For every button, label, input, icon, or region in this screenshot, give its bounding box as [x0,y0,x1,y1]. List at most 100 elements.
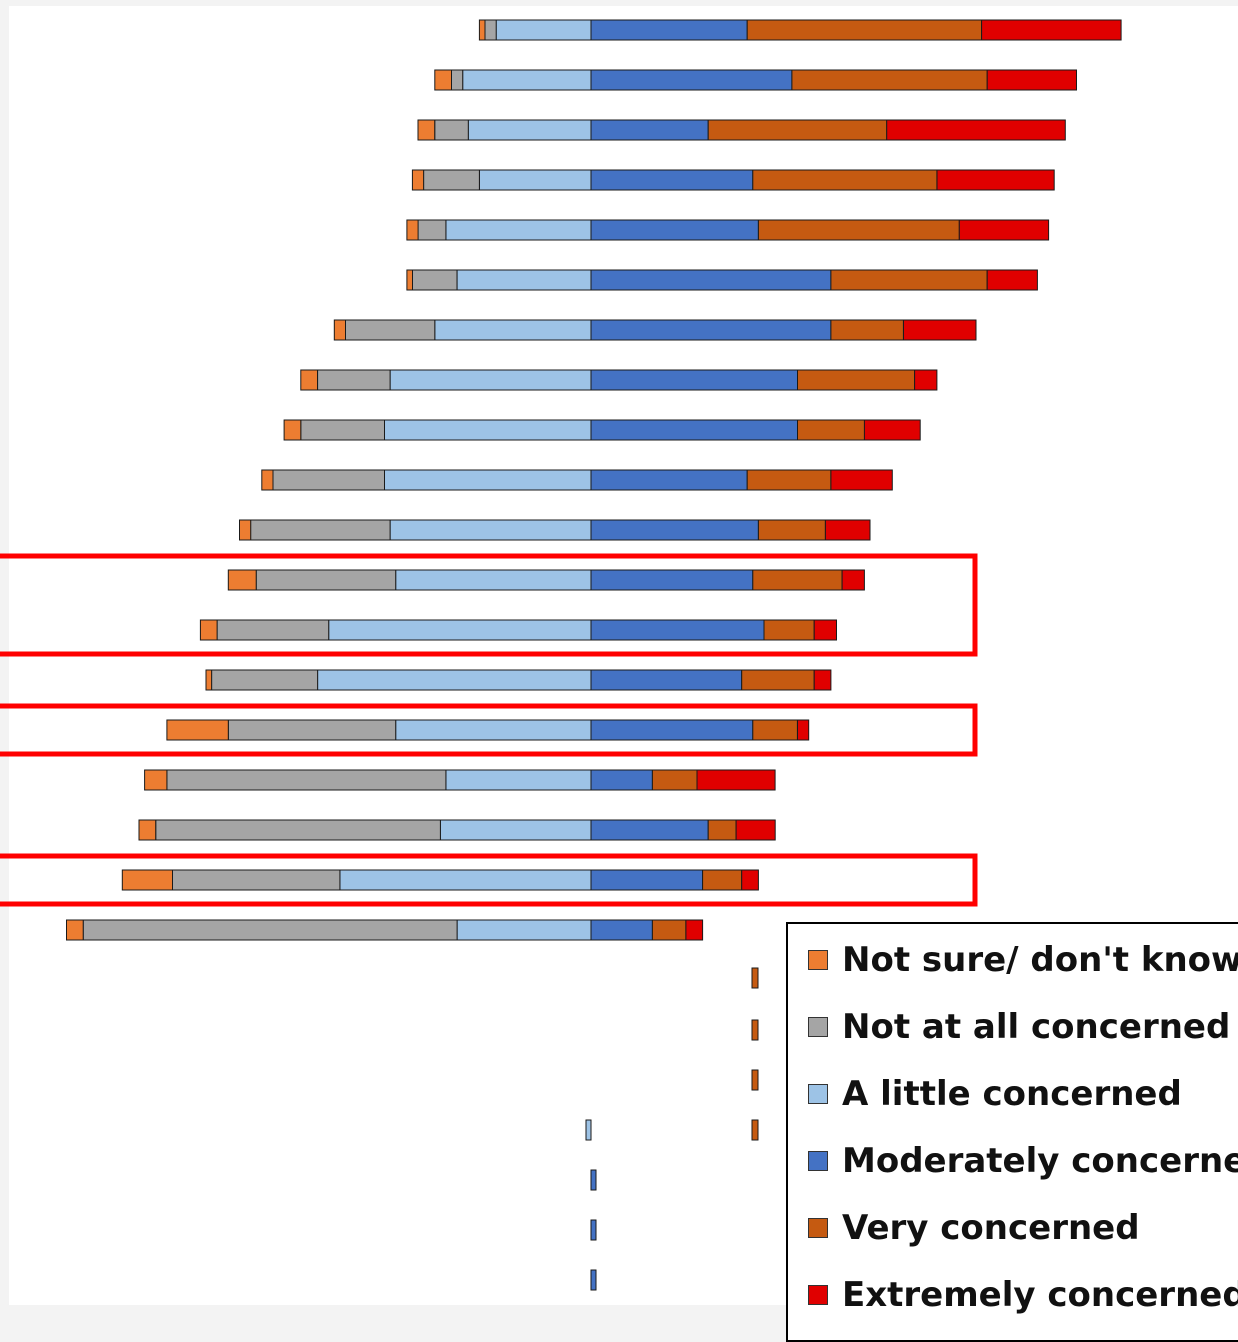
bar-row4-series2 [445,219,592,241]
bar-row15-series0 [144,769,168,791]
bar-row17-series0 [121,869,174,891]
bar-row6-series2 [434,319,592,341]
bar-row12-series3 [590,619,765,641]
bar-row17-series4 [702,869,743,891]
bar-row13-series0 [205,669,213,691]
bar-row15-series5 [696,769,776,791]
bar-row10-series0 [239,519,252,541]
bar-row9-series3 [590,469,748,491]
legend-item-extremely: Extremely concerned [808,1275,1238,1315]
bar-row17-series2 [339,869,592,891]
stray-mark-2 [751,1069,759,1091]
legend-item-moderately: Moderately concerned [808,1141,1238,1181]
bar-row0-series0 [478,19,486,41]
bar-row4-series0 [406,219,419,241]
bar-row3-series4 [752,169,938,191]
bar-row8-series1 [300,419,385,441]
stray-mark-1 [751,1019,759,1041]
bar-row8-series2 [384,419,592,441]
bar-row6-series3 [590,319,832,341]
bar-row0-series5 [981,19,1122,41]
bar-row6-series5 [903,319,977,341]
legend-swatch-moderately [808,1151,828,1171]
bar-row16-series5 [735,819,776,841]
bar-row14-series4 [752,719,798,741]
bar-row2-series4 [707,119,888,141]
bar-row7-series2 [389,369,592,391]
bar-row5-series4 [830,269,988,291]
legend-label-not-at-all: Not at all concerned [842,1007,1231,1047]
legend-label-extremely: Extremely concerned [842,1275,1238,1315]
bar-row2-series3 [590,119,709,141]
bar-row17-series1 [172,869,341,891]
bar-row14-series0 [166,719,229,741]
bar-row13-series1 [211,669,319,691]
bar-row1-series2 [462,69,592,91]
bar-row14-series2 [395,719,592,741]
bar-row12-series5 [813,619,838,641]
bar-row5-series0 [406,269,413,291]
bar-row18-series4 [651,919,687,941]
bar-row13-series5 [813,669,832,691]
bar-row14-series1 [227,719,397,741]
bar-row11-series2 [395,569,592,591]
bar-row2-series1 [434,119,469,141]
stray-mark-6 [590,1219,597,1241]
bar-row18-series5 [685,919,704,941]
bar-row9-series5 [830,469,893,491]
bar-row2-series2 [467,119,592,141]
bar-row5-series3 [590,269,832,291]
bar-row7-series4 [797,369,916,391]
bar-row5-series1 [411,269,458,291]
bar-row18-series3 [590,919,653,941]
bar-row16-series2 [439,819,592,841]
legend-swatch-a-little [808,1084,828,1104]
bar-row9-series1 [272,469,385,491]
bar-row12-series4 [763,619,815,641]
bar-row18-series0 [66,919,84,941]
bar-row11-series3 [590,569,754,591]
highlight-box-2 [0,853,978,907]
bar-row10-series2 [389,519,592,541]
bar-row3-series2 [478,169,592,191]
bar-row9-series2 [384,469,592,491]
bar-row8-series3 [590,419,798,441]
legend-item-not-at-all: Not at all concerned [808,1007,1230,1047]
legend-label-not-sure: Not sure/ don't know [842,940,1238,980]
legend-label-a-little: A little concerned [842,1074,1182,1114]
bar-row17-series5 [741,869,759,891]
bar-row9-series0 [261,469,274,491]
bar-row6-series0 [333,319,346,341]
bar-row16-series3 [590,819,709,841]
bar-row13-series4 [741,669,815,691]
highlight-box-1 [0,703,978,757]
bar-row1-series3 [590,69,793,91]
bar-row0-series4 [746,19,983,41]
bar-row10-series5 [824,519,871,541]
bar-row7-series5 [914,369,938,391]
bar-row12-series1 [216,619,330,641]
bar-row5-series5 [986,269,1038,291]
legend-item-not-sure: Not sure/ don't know [808,940,1238,980]
bar-row6-series4 [830,319,904,341]
bar-row0-series3 [590,19,748,41]
legend-label-moderately: Moderately concerned [842,1141,1238,1181]
bar-row1-series5 [986,69,1078,91]
bar-row8-series5 [863,419,921,441]
bar-row0-series1 [484,19,497,41]
bar-row4-series4 [757,219,960,241]
bar-row4-series5 [958,219,1050,241]
bar-row14-series5 [797,719,810,741]
bar-row7-series1 [317,369,391,391]
bar-row5-series2 [456,269,592,291]
stray-mark-4 [585,1119,592,1141]
bar-row11-series0 [227,569,257,591]
bar-row15-series2 [445,769,592,791]
bar-row8-series0 [283,419,302,441]
bar-row10-series3 [590,519,759,541]
bar-row3-series0 [411,169,425,191]
bar-row16-series4 [707,819,737,841]
bar-row9-series4 [746,469,832,491]
bar-row7-series3 [590,369,798,391]
